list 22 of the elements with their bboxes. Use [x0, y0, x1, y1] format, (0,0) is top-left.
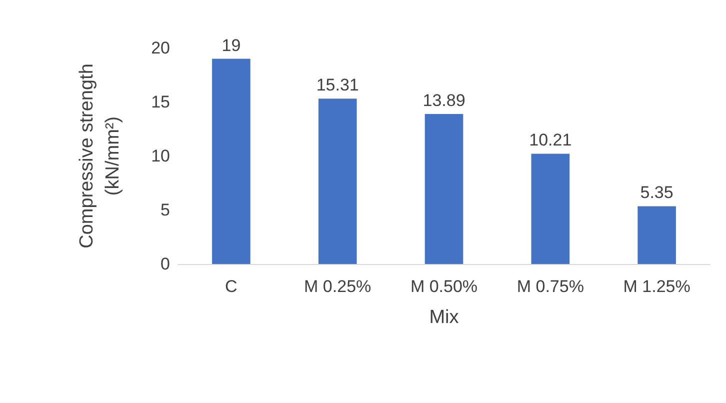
- bar: [424, 114, 464, 264]
- y-axis-title: Compressive strength (kN/mm²): [76, 64, 124, 248]
- x-tick-label: M 0.25%: [304, 277, 372, 296]
- data-label: 15.31: [316, 76, 359, 95]
- bar: [212, 58, 250, 264]
- y-tick-label: 5: [160, 200, 170, 220]
- y-tick-label: 15: [151, 92, 170, 112]
- y-tick-label: 20: [151, 38, 170, 58]
- x-axis-title: Mix: [429, 307, 460, 328]
- x-tick-label: M 0.50%: [410, 277, 478, 296]
- y-tick-label: 0: [160, 254, 170, 274]
- x-tick-label: M 1.25%: [623, 277, 690, 296]
- bar: [318, 98, 357, 264]
- data-label: 10.21: [529, 130, 572, 150]
- data-label: 19: [222, 36, 241, 55]
- data-label: 5.35: [640, 183, 674, 202]
- bar: [638, 206, 676, 264]
- bar: [531, 154, 570, 264]
- x-tick-label: C: [225, 277, 238, 296]
- y-tick-label: 10: [151, 146, 170, 166]
- x-tick-label: M 0.75%: [516, 277, 584, 296]
- data-label: 13.89: [422, 90, 466, 110]
